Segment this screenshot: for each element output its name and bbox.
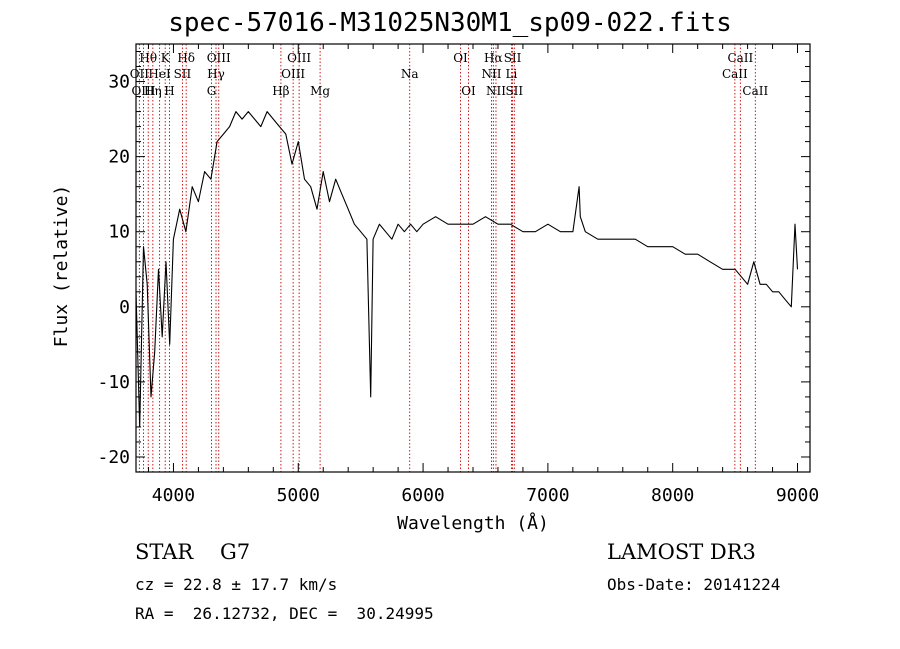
line-label-27: CaII	[742, 84, 768, 98]
y-tick-label-3: 10	[108, 222, 130, 243]
emission-lines-layer	[138, 44, 756, 472]
line-label-15: Mg	[310, 84, 330, 98]
y-axis-label: Flux (relative)	[51, 185, 72, 348]
line-label-20: NII	[481, 67, 501, 81]
x-tick-label-5: 9000	[776, 485, 819, 506]
x-tick-label-0: 4000	[152, 485, 195, 506]
line-label-12: Hβ	[272, 84, 289, 98]
redshift-text: cz = 22.8 ± 17.7 km/s	[135, 575, 338, 594]
line-label-19: Hα	[484, 51, 503, 65]
plot-frame	[135, 43, 811, 473]
line-label-25: CaII	[727, 51, 753, 65]
line-label-24: SII	[505, 84, 523, 98]
line-label-21: NII	[486, 84, 506, 98]
line-label-3: HeI	[148, 67, 171, 81]
line-label-13: OIII	[281, 67, 305, 81]
line-label-2: OIII	[131, 84, 155, 98]
line-label-5: K	[161, 51, 171, 65]
series-line-0	[135, 111, 799, 428]
x-axis-label: Wavelength (Å)	[397, 512, 549, 534]
line-label-18: OI	[461, 84, 476, 98]
line-label-23: Li	[506, 67, 518, 81]
line-label-7: SII	[174, 67, 192, 81]
x-tick-label-3: 7000	[526, 485, 569, 506]
observation-date: Obs-Date: 20141224	[607, 575, 781, 594]
line-label-26: CaII	[722, 67, 748, 81]
survey-name: LAMOST DR3	[607, 540, 756, 564]
object-subclass: G7	[219, 540, 251, 564]
line-label-4: Hη	[144, 84, 162, 98]
line-label-14: OIII	[287, 51, 311, 65]
x-tick-label-4: 8000	[651, 485, 694, 506]
y-tick-label-0: -20	[97, 447, 130, 468]
object-class: STAR	[135, 540, 194, 564]
coordinates-text: RA = 26.12732, DEC = 30.24995	[135, 604, 434, 623]
chart-title: spec-57016-M31025N30M1_sp09-022.fits	[168, 8, 732, 38]
line-label-0: Hθ	[139, 51, 157, 65]
line-label-16: Na	[401, 67, 419, 81]
line-label-11: G	[207, 84, 217, 98]
y-tick-label-1: -10	[97, 372, 130, 393]
y-tick-label-2: 0	[119, 297, 130, 318]
line-label-10: Hγ	[207, 67, 225, 81]
line-label-9: OIII	[207, 51, 231, 65]
line-label-17: OI	[453, 51, 468, 65]
line-label-22: SII	[504, 51, 522, 65]
spectrum-layer	[135, 111, 799, 428]
line-label-1: OII	[130, 67, 150, 81]
line-label-8: Hδ	[177, 51, 195, 65]
y-tick-label-4: 20	[108, 147, 130, 168]
object-classification: STAR G7	[135, 540, 250, 564]
x-tick-label-2: 6000	[401, 485, 444, 506]
line-label-6: H	[164, 84, 174, 98]
ticks-layer: 4000 5000 6000 7000 8000 9000 -20 -10 0 10 20 30	[97, 44, 819, 506]
y-tick-label-5: 30	[108, 72, 130, 93]
x-tick-label-1: 5000	[277, 485, 320, 506]
